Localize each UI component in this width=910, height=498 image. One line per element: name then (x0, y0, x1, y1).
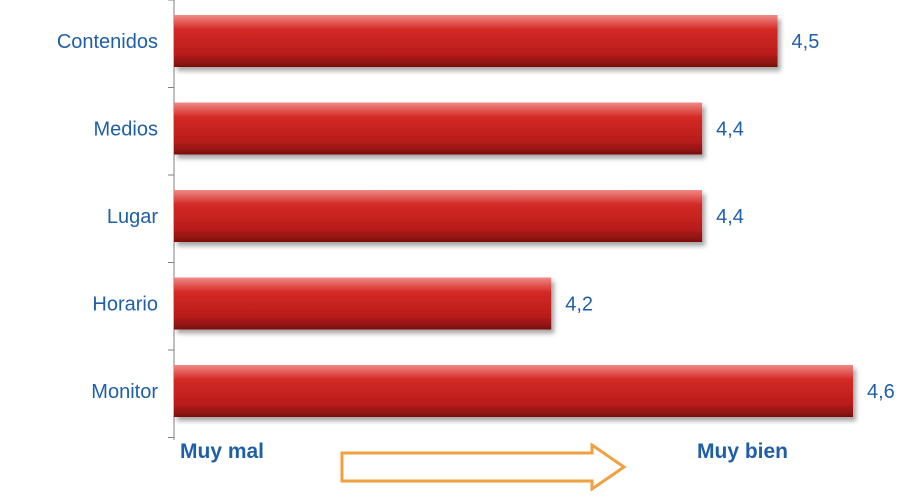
scale-low-label: Muy mal (180, 440, 265, 463)
y-axis-ticks (168, 0, 174, 438)
category-label: Medios (94, 119, 158, 141)
bar (174, 15, 778, 67)
value-labels: 4,5 4,4 4,4 4,2 4,6 (565, 31, 895, 403)
data-label: 4,4 (716, 206, 744, 228)
data-label: 4,2 (565, 294, 593, 316)
bar (174, 365, 853, 417)
data-label: 4,4 (716, 119, 744, 141)
bar (174, 190, 703, 242)
category-label: Monitor (91, 381, 158, 403)
category-label: Contenidos (57, 31, 158, 53)
bar (174, 277, 552, 330)
data-label: 4,6 (867, 381, 895, 403)
category-label: Lugar (107, 206, 158, 228)
category-label: Horario (92, 294, 158, 316)
right-arrow-icon (340, 443, 627, 491)
scale-high-label: Muy bien (697, 440, 789, 463)
bar (174, 102, 703, 155)
data-label: 4,5 (792, 31, 820, 53)
category-labels: Contenidos Medios Lugar Horario Monitor (57, 31, 159, 403)
bars-group (174, 15, 853, 417)
